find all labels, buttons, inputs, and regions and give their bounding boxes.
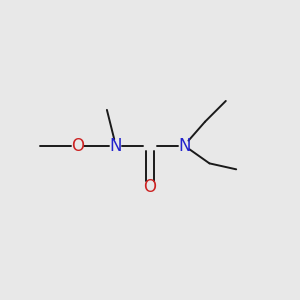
Text: N: N bbox=[178, 136, 190, 154]
Text: O: O bbox=[143, 178, 157, 196]
Text: N: N bbox=[110, 136, 122, 154]
Text: O: O bbox=[71, 136, 84, 154]
